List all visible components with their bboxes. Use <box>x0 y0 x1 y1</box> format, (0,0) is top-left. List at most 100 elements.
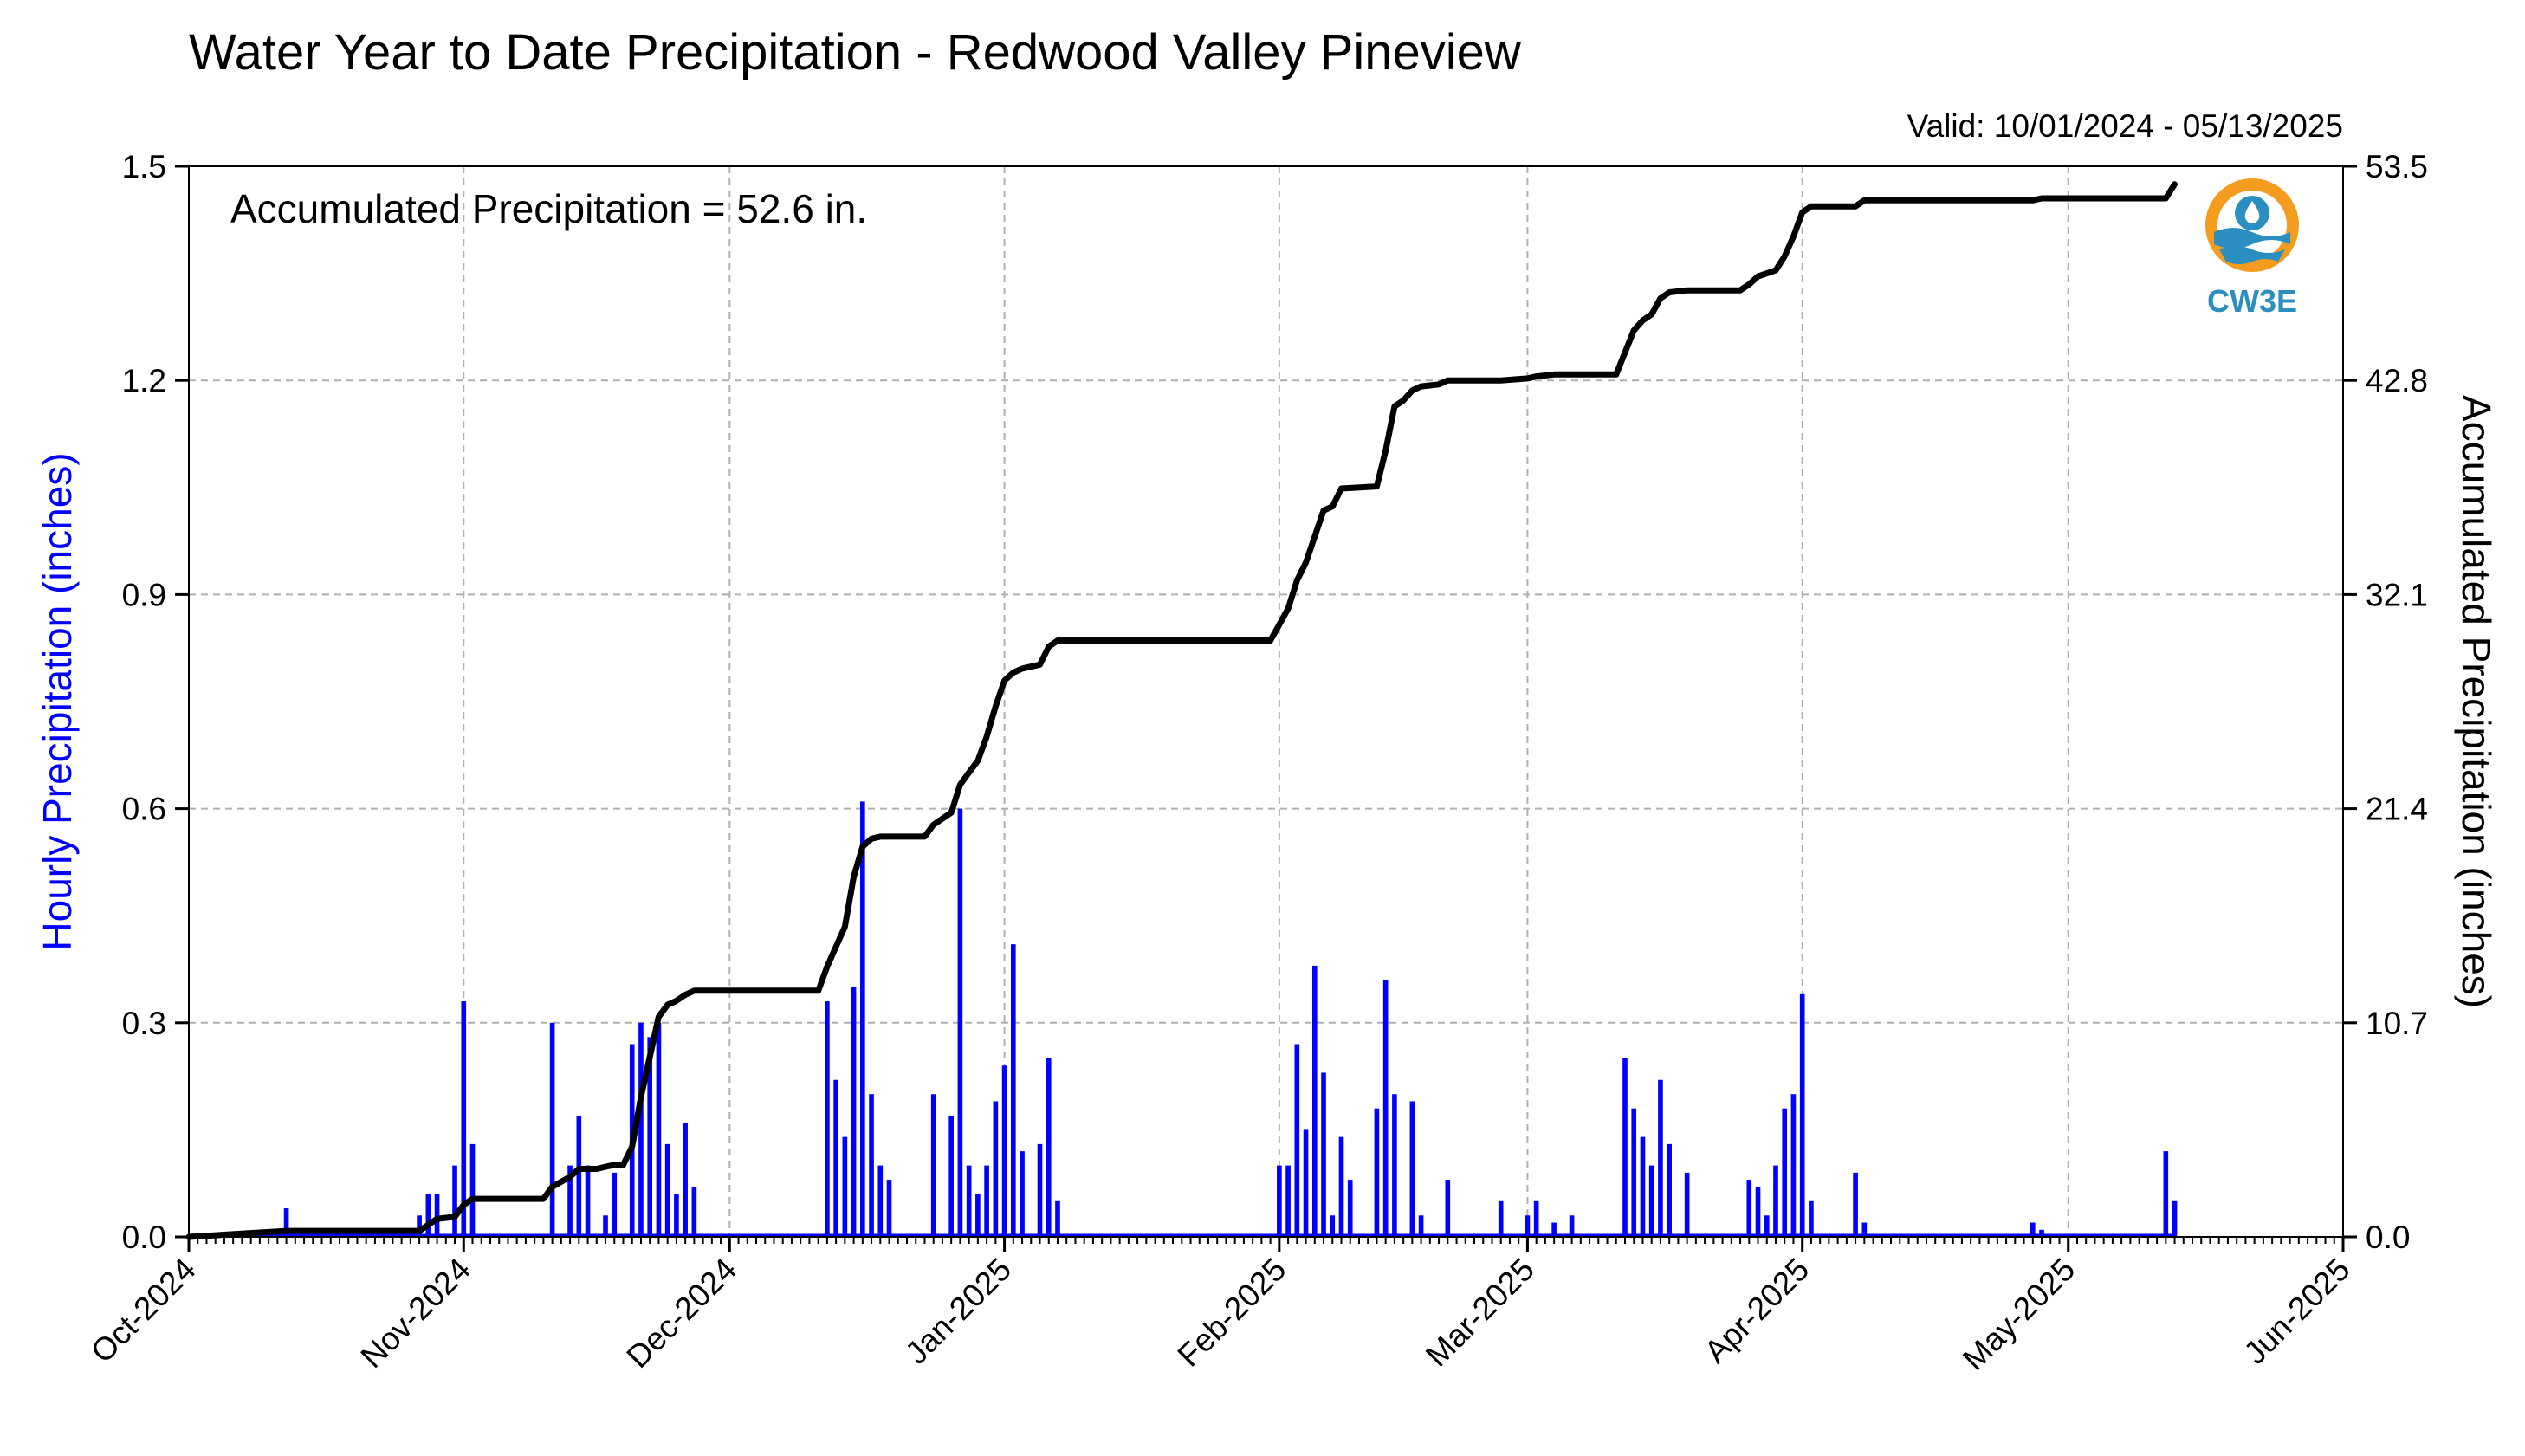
y-left-tick-label: 1.5 <box>122 149 166 184</box>
grid-lines <box>189 166 2343 1237</box>
hourly-bar <box>1285 1165 1291 1237</box>
hourly-bar <box>2163 1151 2169 1237</box>
hourly-bar <box>647 1037 653 1237</box>
hourly-bar <box>975 1194 981 1237</box>
hourly-bar <box>1755 1187 1761 1237</box>
hourly-bar <box>1055 1200 1060 1237</box>
accumulated-precipitation-series <box>185 181 2178 1240</box>
hourly-bar <box>1338 1136 1344 1237</box>
hourly-bar <box>585 1165 591 1237</box>
hourly-bar <box>930 1094 936 1237</box>
accumulated-line <box>185 181 2178 1240</box>
hourly-bar <box>1853 1172 1858 1237</box>
y-right-tick-label: 10.7 <box>2366 1006 2428 1041</box>
hourly-bar <box>1790 1094 1797 1237</box>
logo-water-waves <box>2214 228 2290 249</box>
hourly-bar <box>1037 1143 1043 1237</box>
hourly-bar <box>1445 1180 1451 1237</box>
hourly-bar <box>691 1187 697 1237</box>
hourly-bar <box>1303 1129 1309 1237</box>
hourly-bar <box>1640 1136 1646 1237</box>
hourly-bar <box>833 1079 838 1237</box>
hourly-bar <box>1498 1200 1504 1237</box>
hourly-bar <box>283 1208 289 1237</box>
valid-date-range: Valid: 10/01/2024 - 05/13/2025 <box>1907 108 2343 144</box>
y-axis-right-label: Accumulated Precipitation (inches) <box>2454 395 2499 1008</box>
hourly-bar <box>549 1022 555 1237</box>
hourly-bar <box>984 1165 989 1237</box>
y-left-tick-label: 1.2 <box>122 363 166 398</box>
hourly-bar <box>825 1001 830 1237</box>
hourly-bar <box>656 1022 662 1237</box>
y-left-tick-label: 0.0 <box>122 1220 166 1255</box>
hourly-bar <box>1569 1215 1575 1237</box>
hourly-bar <box>860 801 865 1237</box>
chart-title: Water Year to Date Precipitation - Redwo… <box>189 24 1522 81</box>
hourly-bar <box>1667 1143 1672 1237</box>
hourly-bar <box>683 1123 688 1237</box>
hourly-bar <box>877 1165 884 1237</box>
hourly-bar <box>1330 1215 1336 1237</box>
hourly-bar <box>869 1094 874 1237</box>
cw3e-logo: CW3E <box>2205 178 2299 319</box>
hourly-bar <box>1011 944 1016 1237</box>
y-right-tick-label: 53.5 <box>2366 149 2428 184</box>
hourly-bar <box>434 1194 440 1237</box>
droplet-icon <box>2244 201 2260 223</box>
hourly-bar <box>612 1172 618 1237</box>
hourly-bar <box>417 1215 422 1237</box>
hourly-bar <box>1392 1094 1397 1237</box>
hourly-bar <box>2039 1229 2044 1237</box>
hourly-bar <box>469 1143 476 1237</box>
hourly-bar <box>1277 1165 1282 1237</box>
logo-water-waves-lower <box>2219 246 2285 264</box>
hourly-bar <box>966 1165 972 1237</box>
hourly-bar <box>1321 1072 1326 1237</box>
accumulated-total-annotation: Accumulated Precipitation = 52.6 in. <box>230 186 867 231</box>
hourly-bar <box>1684 1172 1690 1237</box>
hourly-bar <box>1658 1079 1663 1237</box>
hourly-bar <box>425 1194 431 1237</box>
y-right-tick-label: 32.1 <box>2366 577 2428 612</box>
hourly-bar <box>603 1215 608 1237</box>
hourly-bar <box>1382 980 1389 1237</box>
hourly-bar <box>1533 1200 1539 1237</box>
hourly-bar <box>2172 1200 2178 1237</box>
hourly-bar <box>1764 1215 1770 1237</box>
hourly-bar <box>1409 1101 1415 1237</box>
hourly-bar <box>567 1165 573 1237</box>
hourly-bar <box>1799 993 1805 1237</box>
y-axis-left-label: Hourly Precipitation (inches) <box>35 452 80 950</box>
hourly-bar <box>886 1180 892 1237</box>
hourly-bar <box>1347 1180 1353 1237</box>
hourly-bar <box>1294 1044 1300 1237</box>
hourly-bar <box>1374 1108 1380 1237</box>
hourly-bar <box>1809 1200 1814 1237</box>
hourly-bar <box>1046 1058 1052 1237</box>
hourly-bar <box>851 987 857 1237</box>
y-right-tick-label: 42.8 <box>2366 363 2428 398</box>
y-right-tick-label: 21.4 <box>2366 792 2428 827</box>
hourly-bar <box>2030 1222 2036 1237</box>
hourly-bar <box>674 1194 679 1237</box>
hourly-bar <box>461 1001 467 1237</box>
hourly-bar <box>576 1115 582 1237</box>
hourly-bar <box>1648 1165 1654 1237</box>
hourly-bar <box>638 1022 644 1237</box>
hourly-bar <box>452 1165 457 1237</box>
hourly-bar <box>842 1136 848 1237</box>
y-left-tick-label: 0.9 <box>122 577 166 612</box>
hourly-bar <box>957 808 963 1237</box>
hourly-bar <box>1311 965 1318 1237</box>
logo-text: CW3E <box>2207 283 2297 319</box>
hourly-bar <box>1631 1108 1637 1237</box>
hourly-bar <box>1773 1165 1778 1237</box>
y-left-tick-label: 0.6 <box>122 792 166 827</box>
hourly-bar <box>1418 1215 1424 1237</box>
hourly-bar <box>993 1101 999 1237</box>
plot-frame <box>188 165 2344 1238</box>
hourly-bar <box>1020 1151 1025 1237</box>
hourly-bar <box>1551 1222 1557 1237</box>
y-left-tick-label: 0.3 <box>122 1006 166 1041</box>
